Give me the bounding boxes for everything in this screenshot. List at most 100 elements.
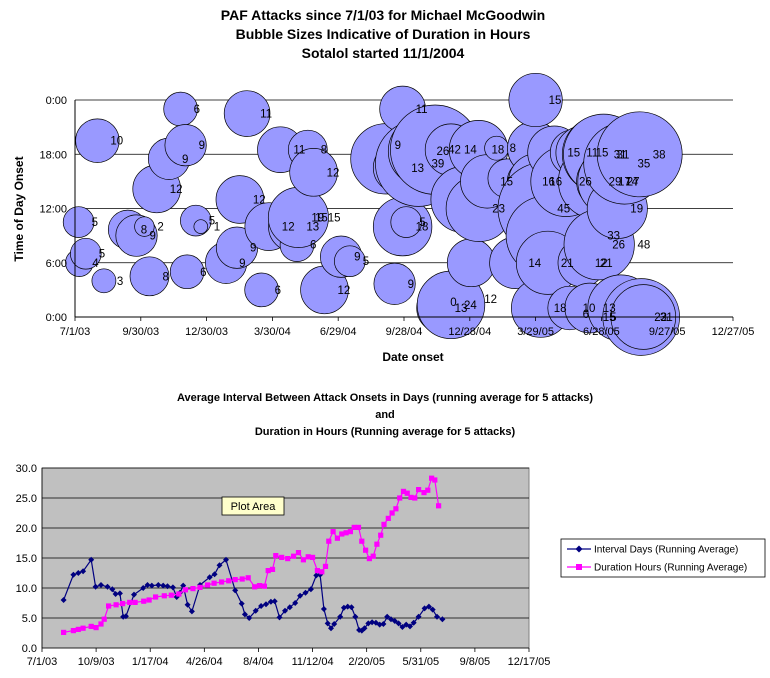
square-marker bbox=[141, 598, 147, 604]
line-chart-series bbox=[60, 475, 446, 635]
bubble-label: 12 bbox=[338, 285, 351, 297]
square-marker bbox=[291, 553, 297, 559]
diamond-marker bbox=[286, 604, 293, 611]
bubble-label: 13 bbox=[411, 163, 424, 175]
line-y-tick-label: 30.0 bbox=[16, 463, 37, 475]
line-x-tick-label: 10/9/03 bbox=[78, 656, 115, 668]
square-marker bbox=[385, 515, 391, 521]
square-marker bbox=[61, 629, 67, 635]
bubble-label: 9 bbox=[354, 252, 360, 264]
bubble-label: 39 bbox=[432, 158, 445, 170]
line-x-tick-label: 4/26/04 bbox=[186, 656, 223, 668]
bubble-label: 9 bbox=[150, 231, 156, 243]
square-marker bbox=[273, 553, 279, 559]
bubble-label: 9 bbox=[239, 258, 245, 270]
bubble-label: 16 bbox=[542, 176, 555, 188]
bubble-chart-title-line-3: Sotalol started 11/1/2004 bbox=[302, 45, 465, 61]
bubble-y-tick-label: 6:00 bbox=[46, 258, 67, 270]
bubble bbox=[70, 237, 102, 270]
bubble-x-tick-label: 3/29/05 bbox=[517, 326, 554, 338]
square-marker bbox=[416, 487, 422, 493]
bubble-label: 9 bbox=[395, 140, 401, 152]
bubble-label: 18 bbox=[554, 303, 567, 315]
bubble-label: 22 bbox=[654, 312, 667, 324]
bubble bbox=[508, 72, 563, 128]
bubble-label: 12 bbox=[327, 167, 340, 179]
bubble-label: 6 bbox=[583, 309, 589, 321]
bubble-label: 12 bbox=[170, 184, 183, 196]
square-marker bbox=[389, 510, 395, 516]
diamond-marker bbox=[376, 621, 383, 628]
bubble-label: 13 bbox=[306, 222, 319, 234]
square-marker bbox=[425, 487, 431, 493]
square-marker bbox=[314, 568, 320, 574]
bubble-label: 11 bbox=[416, 104, 428, 116]
square-marker bbox=[343, 530, 349, 536]
bubble-label: 14 bbox=[625, 176, 638, 188]
bubble-label: 31 bbox=[614, 149, 627, 161]
diamond-marker bbox=[184, 601, 191, 608]
diamond-marker bbox=[188, 608, 195, 615]
square-marker bbox=[132, 599, 138, 605]
square-marker bbox=[106, 603, 112, 609]
square-marker bbox=[153, 594, 159, 600]
square-marker bbox=[161, 593, 167, 599]
bubble bbox=[390, 206, 422, 238]
bubble-label: 48 bbox=[638, 240, 651, 252]
square-marker bbox=[370, 553, 376, 559]
bubble bbox=[244, 272, 279, 308]
bubble-label: 5 bbox=[363, 256, 369, 268]
square-marker bbox=[93, 625, 99, 631]
bubble-label: 8 bbox=[510, 143, 516, 155]
line-y-tick-label: 15.0 bbox=[16, 553, 37, 565]
bubble-label: 15 bbox=[603, 312, 616, 324]
square-marker bbox=[378, 532, 384, 538]
line-y-tick-label: 0.0 bbox=[22, 643, 37, 655]
square-marker bbox=[168, 592, 174, 598]
diamond-marker bbox=[344, 603, 351, 610]
bubble-label: 4 bbox=[92, 258, 99, 270]
square-marker bbox=[113, 602, 119, 608]
bubble-label: 19 bbox=[630, 204, 643, 216]
diamond-marker bbox=[324, 620, 331, 627]
diamond-marker bbox=[80, 568, 87, 575]
square-marker bbox=[330, 529, 336, 535]
diamond-marker bbox=[302, 589, 309, 596]
diamond-marker bbox=[164, 583, 171, 590]
bubble-label: 11 bbox=[293, 145, 305, 157]
line-x-tick-label: 11/12/04 bbox=[292, 656, 334, 668]
bubble-label: 9 bbox=[250, 243, 256, 255]
bubble-label: 9 bbox=[408, 279, 414, 291]
square-marker bbox=[366, 556, 372, 562]
bubble bbox=[193, 219, 209, 234]
diamond-marker bbox=[415, 613, 422, 620]
line-x-tick-label: 1/17/04 bbox=[132, 656, 169, 668]
diamond-marker bbox=[282, 607, 288, 614]
diamond-marker bbox=[439, 616, 446, 623]
square-marker bbox=[269, 566, 276, 572]
bubble-x-tick-label: 3/30/04 bbox=[254, 326, 291, 338]
bubble-y-tick-label: 0:00 bbox=[46, 95, 67, 107]
bubble-label: 26 bbox=[579, 176, 592, 188]
bubble-label: 12 bbox=[595, 258, 608, 270]
square-marker bbox=[232, 577, 238, 583]
line-y-tick-label: 5.0 bbox=[22, 613, 37, 625]
square-marker bbox=[400, 488, 407, 494]
square-marker bbox=[300, 557, 306, 563]
bubble-label: 23 bbox=[492, 204, 505, 216]
square-marker bbox=[347, 529, 353, 535]
line-chart-title-line-1: Average Interval Between Attack Onsets i… bbox=[177, 392, 593, 404]
diamond-marker bbox=[88, 556, 95, 563]
bubble-label: 8 bbox=[163, 271, 169, 283]
bubble-label: 12 bbox=[484, 294, 497, 306]
plot-area-tooltip-text: Plot Area bbox=[231, 501, 277, 513]
bubble-x-tick-label: 12/28/04 bbox=[448, 326, 491, 338]
bubble-x-tick-label: 9/27/05 bbox=[649, 326, 686, 338]
line-y-tick-label: 25.0 bbox=[16, 493, 37, 505]
line-x-tick-label: 5/31/05 bbox=[402, 656, 439, 668]
diamond-marker bbox=[307, 586, 314, 593]
square-marker bbox=[381, 521, 387, 527]
diamond-marker bbox=[399, 624, 406, 630]
bubble-label: 15 bbox=[549, 95, 562, 107]
